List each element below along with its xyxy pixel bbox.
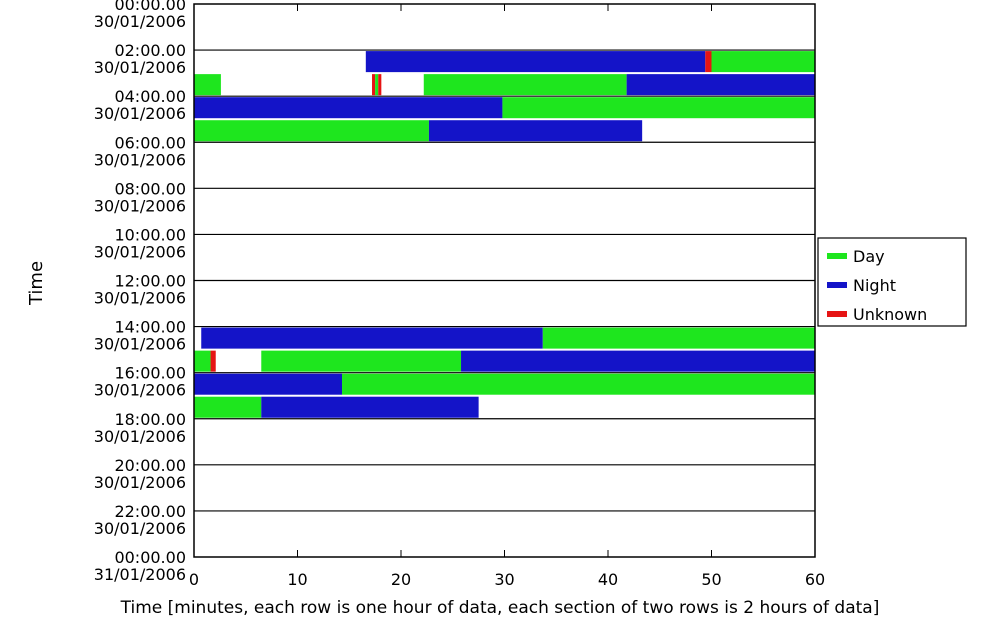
segment-night [201,327,543,349]
y-tick-time: 10:00.00 [114,225,186,244]
y-tick-date: 30/01/2006 [94,12,186,31]
x-tick-label: 20 [391,570,411,589]
y-tick-time: 16:00.00 [114,364,186,383]
legend-label-night: Night [853,276,896,295]
segment-unknown [705,51,712,73]
y-tick-time: 06:00.00 [114,133,186,152]
y-tick-date: 30/01/2006 [94,381,186,400]
x-axis-ticks: 0 10 20 30 40 50 60 [189,4,825,589]
legend-label-day: Day [853,247,885,266]
y-tick-time: 14:00.00 [114,318,186,337]
segment-night [194,373,343,395]
segment-night [365,51,706,73]
y-tick-time: 04:00.00 [114,87,186,106]
segment-day [194,74,221,96]
x-tick-label: 10 [287,570,307,589]
y-tick-time: 02:00.00 [114,41,186,60]
segment-day [542,327,815,349]
segment-day [502,97,815,119]
y-tick-date: 30/01/2006 [94,242,186,261]
segment-day [342,373,815,395]
y-tick-date: 30/01/2006 [94,104,186,123]
y-tick-time: 08:00.00 [114,179,186,198]
segment-day [711,51,815,73]
segment-night [194,97,503,119]
segment-night [626,74,815,96]
y-tick-date: 30/01/2006 [94,196,186,215]
x-axis-label: Time [minutes, each row is one hour of d… [120,598,880,618]
segment-day [194,396,262,418]
y-tick-time: 22:00.00 [114,502,186,521]
segment-unknown [378,74,382,96]
segment-day [423,74,627,96]
segment-day [194,350,211,372]
y-tick-date: 30/01/2006 [94,427,186,446]
x-tick-label: 40 [598,570,618,589]
plot-area [193,3,816,558]
y-tick-date: 30/01/2006 [94,473,186,492]
x-tick-label: 0 [189,570,199,589]
segment-unknown [210,350,216,372]
x-tick-label: 50 [701,570,721,589]
segment-day [261,350,462,372]
y-axis-ticks: 00:00.0030/01/200602:00.0030/01/200604:0… [94,0,186,584]
y-tick-time: 12:00.00 [114,272,186,291]
segment-night [428,120,643,142]
y-tick-time: 00:00.00 [114,548,186,567]
y-tick-date: 30/01/2006 [94,150,186,169]
y-tick-date: 30/01/2006 [94,519,186,538]
legend: Day Night Unknown [817,237,967,327]
y-axis-label: Time [26,261,47,306]
legend-swatch-night [827,282,847,288]
legend-swatch-day [827,253,847,259]
x-tick-label: 60 [805,570,825,589]
y-tick-time: 00:00.00 [114,0,186,14]
segment-day [375,74,379,96]
y-tick-date: 30/01/2006 [94,58,186,77]
legend-label-unknown: Unknown [853,305,927,324]
segment-night [261,396,479,418]
y-tick-date: 31/01/2006 [94,565,186,584]
y-tick-time: 18:00.00 [114,410,186,429]
x-tick-label: 30 [494,570,514,589]
y-tick-time: 20:00.00 [114,456,186,475]
y-tick-date: 30/01/2006 [94,335,186,354]
segment-night [461,350,815,372]
segment-unknown [372,74,376,96]
y-tick-date: 30/01/2006 [94,289,186,308]
segment-day [194,120,429,142]
legend-swatch-unknown [827,311,847,317]
